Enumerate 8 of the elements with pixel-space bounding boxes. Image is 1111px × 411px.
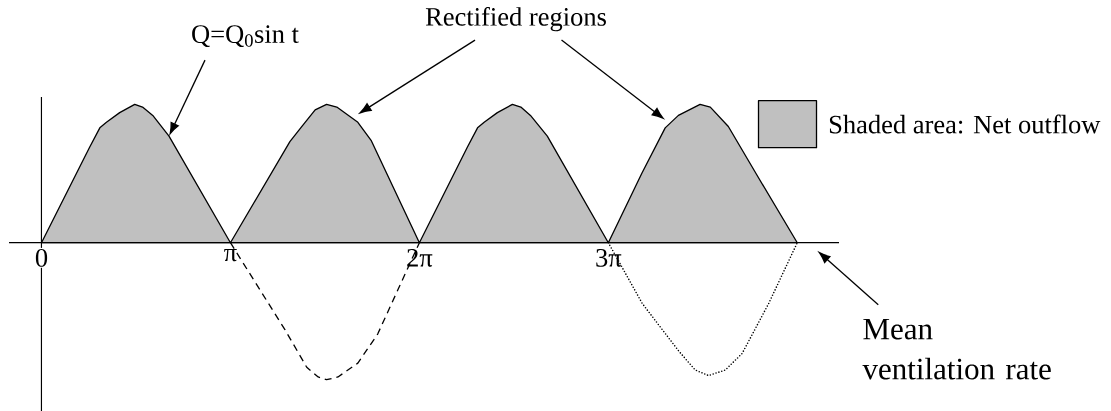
legend-label: Shaded area: Net outflow <box>829 114 1101 134</box>
text: Mean ventilation rate <box>862 318 1051 380</box>
x-tick-label: π <box>224 248 237 262</box>
x-tick-label: 2π <box>407 248 433 267</box>
x-tick-label: 3π <box>596 248 622 267</box>
x-tick-label: 0 <box>35 248 48 267</box>
text: Rectified regions <box>425 6 606 32</box>
text: Q=Q$_{0}$sin t <box>192 25 299 48</box>
